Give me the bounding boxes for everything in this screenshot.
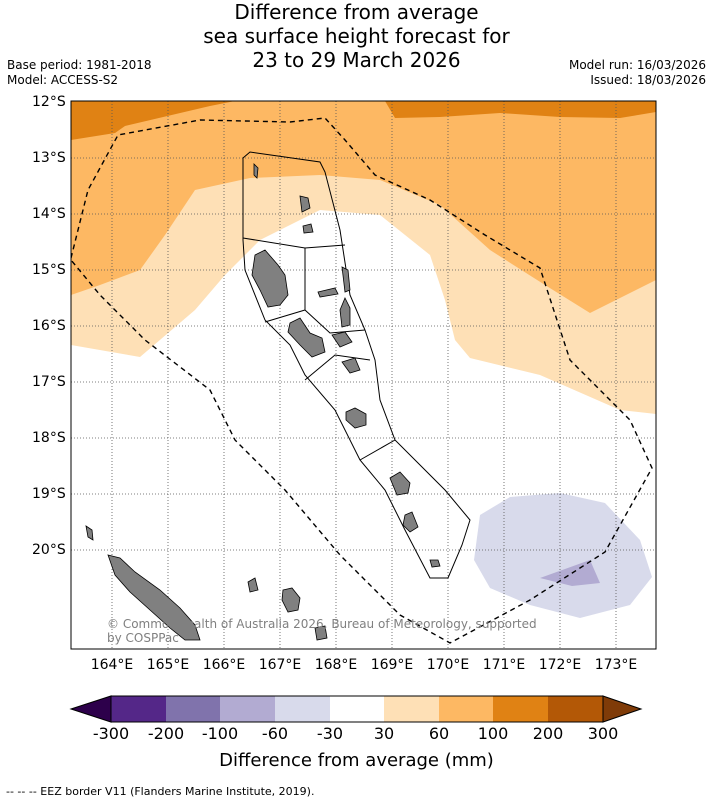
colorbar-label: -200: [147, 724, 185, 743]
efate-island: [345, 407, 367, 429]
colorbar-bin-9: [548, 696, 603, 722]
eez-border: [71, 117, 653, 644]
colorbar: [69, 695, 643, 723]
belep-island: [85, 525, 94, 541]
colorbar-label: 60: [428, 724, 450, 743]
y-tick: 16°S: [32, 318, 66, 334]
pentecost-island: [339, 297, 351, 328]
malekula-island: [287, 317, 326, 358]
x-tick: 166°E: [202, 657, 246, 673]
colorbar-bin-4: [275, 696, 330, 722]
y-tick: 15°S: [32, 262, 66, 278]
colorbar-label: 30: [373, 724, 395, 743]
epi-island: [341, 357, 361, 374]
y-tick: 18°S: [32, 430, 66, 446]
x-tick: 168°E: [314, 657, 358, 673]
espiritu-santo-island: [251, 249, 289, 308]
colorbar-title: Difference from average (mm): [219, 750, 494, 771]
y-tick: 13°S: [32, 150, 66, 166]
colorbar-bin-8: [493, 696, 548, 722]
title-line-1: Difference from average: [234, 0, 479, 24]
torres-island: [253, 163, 259, 179]
eez-legend-note: -- -- -- EEZ border V11 (Flanders Marine…: [6, 785, 315, 798]
colorbar-bin-6: [384, 696, 439, 722]
title-line-2: sea surface height forecast for: [203, 24, 510, 48]
map-frame: [70, 100, 657, 650]
anomaly-band-neg-60-30: [474, 493, 652, 618]
loyalty-island-3: [314, 625, 328, 641]
tanna-island: [402, 511, 419, 533]
title-line-3: 23 to 29 March 2026: [252, 48, 461, 72]
issued-date: Issued: 18/03/2026: [590, 73, 706, 87]
x-tick: 165°E: [146, 657, 190, 673]
meta-left: Base period: 1981-2018 Model: ACCESS-S2: [7, 58, 152, 88]
y-tick: 12°S: [32, 94, 66, 110]
province-boundaries: [242, 151, 471, 579]
colorbar-bin-7: [439, 696, 493, 722]
colorbar-extend-high: [602, 695, 643, 723]
anomaly-band-60-100: [71, 101, 656, 313]
map-area: [71, 101, 656, 649]
ambrym-island: [331, 331, 353, 348]
colorbar-bin-1: [111, 696, 166, 722]
new-caledonia-island: [107, 554, 201, 641]
x-tick: 164°E: [90, 657, 134, 673]
colorbar-label: -100: [201, 724, 239, 743]
model-run: Model run: 16/03/2026: [568, 58, 706, 72]
copyright-text: © Commonwealth of Australia 2026, Bureau…: [107, 617, 537, 645]
x-tick: 173°E: [594, 657, 638, 673]
colorbar-extend-low: [69, 695, 112, 723]
x-tick: 170°E: [426, 657, 470, 673]
maewo-island: [341, 266, 351, 293]
erromango-island: [389, 471, 411, 496]
model-name: Model: ACCESS-S2: [7, 73, 119, 87]
x-tick: 169°E: [370, 657, 414, 673]
y-tick: 20°S: [32, 542, 66, 558]
colorbar-label: -30: [316, 724, 344, 743]
ambae-island: [317, 287, 339, 298]
x-tick: 167°E: [258, 657, 302, 673]
colorbar-label: -300: [92, 724, 130, 743]
chart-title: Difference from average sea surface heig…: [0, 0, 713, 72]
banks-island-1: [299, 195, 311, 213]
y-tick: 19°S: [32, 486, 66, 502]
anomaly-band-neg-100-60: [540, 560, 600, 586]
banks-island-2: [302, 223, 314, 234]
colorbar-label: 200: [532, 724, 564, 743]
aneityum-island: [429, 559, 441, 568]
anomaly-band-100-200-east: [385, 101, 656, 118]
loyalty-island-2: [247, 577, 259, 593]
colorbar-label: 100: [477, 724, 509, 743]
colorbar-bin-3: [220, 696, 275, 722]
meta-right: Model run: 16/03/2026 Issued: 18/03/2026: [569, 58, 706, 88]
colorbar-bin-2: [166, 696, 220, 722]
islands: [85, 163, 441, 641]
y-tick: 17°S: [32, 374, 66, 390]
colorbar-label: 300: [587, 724, 619, 743]
colorbar-frame: [110, 695, 604, 723]
base-period: Base period: 1981-2018: [7, 58, 152, 72]
loyalty-island-1: [281, 587, 301, 613]
colorbar-label: -60: [261, 724, 289, 743]
x-tick: 171°E: [482, 657, 526, 673]
colorbar-bin-5: [330, 696, 384, 722]
x-tick: 172°E: [538, 657, 582, 673]
y-tick: 14°S: [32, 206, 66, 222]
